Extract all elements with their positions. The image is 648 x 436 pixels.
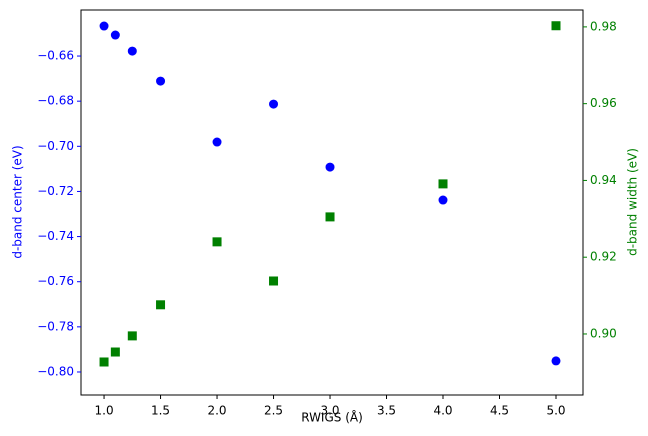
circle-point [127, 46, 137, 56]
circle-point [551, 356, 561, 366]
circle-point [438, 195, 448, 205]
x-tick-label: 1.5 [151, 404, 170, 418]
y-tick-label: −0.80 [37, 364, 74, 378]
y-tick-label: −0.68 [37, 94, 74, 108]
y2-axis-label: d-band width (eV) [626, 148, 640, 256]
circle-point [269, 99, 279, 109]
square-point [156, 300, 166, 310]
y-tick-label: −0.66 [37, 49, 74, 63]
y-tick-label: −0.76 [37, 274, 74, 288]
x-tick-label: 5.0 [546, 404, 565, 418]
square-point [127, 331, 137, 341]
x-tick-label: 2.0 [207, 404, 226, 418]
square-point [325, 212, 335, 222]
x-tick-label: 3.5 [377, 404, 396, 418]
y2-tick-label: 0.96 [590, 96, 617, 110]
x-tick-label: 1.0 [95, 404, 114, 418]
y-tick-label: −0.74 [37, 229, 74, 243]
y2-tick-label: 0.94 [590, 173, 617, 187]
x-tick-label: 4.5 [490, 404, 509, 418]
y-axis-label: d-band center (eV) [11, 145, 25, 258]
y2-tick-label: 0.92 [590, 250, 617, 264]
circle-point [325, 162, 335, 172]
square-point [438, 179, 448, 189]
square-point [551, 21, 561, 31]
y-tick-label: −0.78 [37, 319, 74, 333]
plot-frame [80, 9, 584, 396]
x-tick-label: 3.0 [320, 404, 339, 418]
circle-point [156, 76, 166, 86]
y2-tick-label: 0.98 [590, 19, 617, 33]
x-axis-label: RWIGS (Å) [301, 410, 363, 425]
y-tick-label: −0.72 [37, 184, 74, 198]
y-tick-label: −0.70 [37, 139, 74, 153]
circle-point [99, 21, 109, 31]
x-tick-label: 2.5 [264, 404, 283, 418]
square-point [212, 237, 222, 247]
square-point [99, 357, 109, 367]
circle-point [110, 30, 120, 40]
square-point [110, 347, 120, 357]
square-point [269, 276, 279, 286]
circle-point [212, 137, 222, 147]
y2-tick-label: 0.90 [590, 326, 617, 340]
x-tick-label: 4.0 [433, 404, 452, 418]
